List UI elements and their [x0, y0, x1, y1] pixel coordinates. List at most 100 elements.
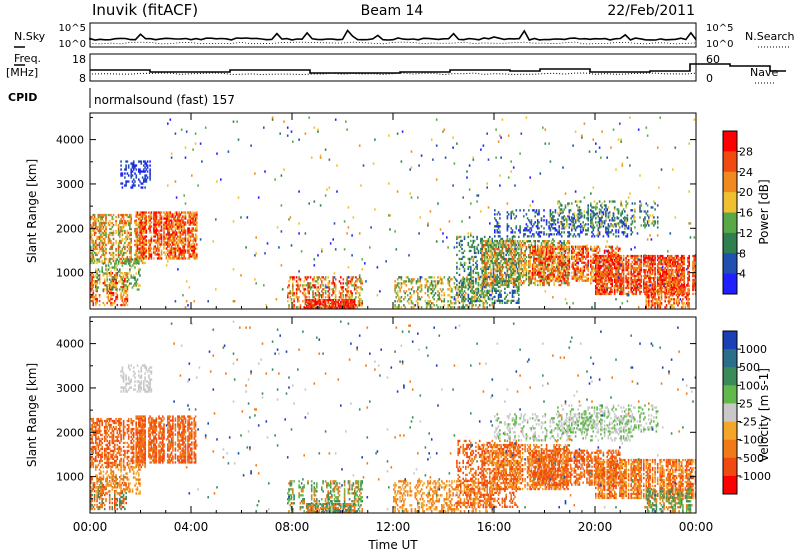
- heatmap-cell: [502, 244, 505, 247]
- heatmap-cell: [602, 256, 605, 260]
- heatmap-cell: [167, 215, 169, 218]
- heatmap-cell: [154, 229, 156, 232]
- heatmap-cell: [542, 264, 544, 267]
- heatmap-cell: [490, 252, 492, 255]
- heatmap-cell: [572, 247, 574, 250]
- heatmap-cell: [187, 243, 189, 246]
- heatmap-cell: [112, 283, 115, 287]
- heatmap-cell: [130, 176, 132, 179]
- heatmap-cell: [122, 287, 125, 291]
- heatmap-cell: [107, 239, 110, 243]
- heatmap-cell: [92, 293, 95, 297]
- heatmap-cell: [182, 253, 184, 256]
- heatmap-cell: [454, 288, 457, 291]
- heatmap-cell: [188, 211, 191, 214]
- heatmap-cell: [557, 265, 559, 268]
- heatmap-cell: [560, 244, 563, 247]
- heatmap-cell: [141, 233, 144, 236]
- heatmap-cell: [543, 240, 545, 243]
- heatmap-cell: [307, 282, 309, 285]
- heatmap-cell: [117, 213, 120, 217]
- heatmap-cell: [603, 268, 606, 272]
- heatmap-cell: [170, 217, 173, 220]
- heatmap-cell: [180, 229, 183, 232]
- heatmap-cell: [332, 302, 334, 305]
- heatmap-cell: [317, 294, 319, 297]
- heatmap-cell: [419, 286, 422, 289]
- heatmap-cell: [577, 257, 579, 260]
- heatmap-cell: [158, 241, 160, 244]
- heatmap-cell: [548, 249, 550, 252]
- heatmap-cell: [331, 307, 333, 310]
- heatmap-cell: [193, 239, 196, 242]
- heatmap-cell: [172, 251, 174, 254]
- heatmap-cell: [554, 251, 557, 254]
- heatmap-cell: [114, 301, 116, 305]
- heatmap-cell: [93, 259, 96, 263]
- heatmap-cell: [429, 292, 432, 295]
- heatmap-cell: [341, 299, 343, 302]
- heatmap-cell: [611, 245, 613, 248]
- heatmap-cell: [191, 247, 193, 250]
- heatmap-cell: [578, 245, 581, 248]
- heatmap-cell: [143, 249, 145, 252]
- heatmap-cell: [97, 251, 100, 255]
- heatmap-cell: [550, 240, 553, 243]
- heatmap-cell: [316, 276, 318, 279]
- heatmap-cell: [520, 260, 523, 263]
- heatmap-cell: [119, 280, 121, 283]
- heatmap-cell: [608, 262, 611, 266]
- heatmap-cell: [148, 257, 150, 260]
- heatmap-cell: [568, 263, 571, 266]
- heatmap-cell: [420, 290, 423, 293]
- heatmap-cell: [468, 284, 471, 287]
- heatmap-cell: [404, 296, 406, 299]
- heatmap-cell: [542, 275, 544, 278]
- heatmap-cell: [340, 301, 342, 304]
- heatmap-cell: [600, 276, 602, 280]
- heatmap-cell: [597, 263, 600, 266]
- heatmap-cell: [110, 286, 112, 289]
- heatmap-cell: [100, 237, 102, 241]
- heatmap-cell: [404, 306, 406, 309]
- heatmap-cell: [582, 257, 584, 260]
- heatmap-cell: [148, 251, 150, 254]
- heatmap-cell: [598, 282, 601, 286]
- heatmap-cell: [105, 221, 107, 225]
- heatmap-cell: [501, 282, 504, 285]
- heatmap-cell: [130, 249, 132, 253]
- heatmap-cell: [529, 262, 531, 265]
- heatmap-cell: [613, 292, 616, 296]
- heatmap-cell: [304, 292, 307, 295]
- heatmap-cell: [143, 180, 145, 183]
- heatmap-cell: [173, 217, 175, 220]
- heatmap-cell: [97, 268, 100, 271]
- heatmap-cell: [196, 213, 198, 216]
- heatmap-cell: [103, 261, 106, 265]
- heatmap-cell: [341, 286, 343, 289]
- heatmap-cell: [602, 270, 605, 274]
- heatmap-cell: [139, 168, 141, 171]
- heatmap-cell: [127, 284, 130, 287]
- heatmap-cell: [538, 248, 540, 251]
- heatmap-cell: [121, 280, 124, 283]
- heatmap-cell: [324, 284, 327, 287]
- heatmap-cell: [605, 288, 607, 292]
- heatmap-cell: [146, 176, 149, 179]
- heatmap-cell: [192, 229, 194, 232]
- heatmap-cell: [495, 264, 497, 267]
- heatmap-cell: [95, 221, 97, 225]
- heatmap-cell: [328, 305, 331, 308]
- heatmap-cell: [500, 237, 502, 241]
- heatmap-cell: [500, 244, 502, 247]
- heatmap-cell: [129, 219, 131, 223]
- heatmap-cell: [114, 278, 116, 281]
- heatmap-cell: [481, 283, 483, 287]
- heatmap-cell: [167, 223, 169, 226]
- heatmap-cell: [101, 270, 103, 273]
- heatmap-cell: [160, 257, 163, 260]
- heatmap-cell: [491, 301, 494, 304]
- heatmap-cell: [103, 241, 106, 245]
- heatmap-cell: [398, 276, 400, 279]
- heatmap-cell: [574, 277, 577, 280]
